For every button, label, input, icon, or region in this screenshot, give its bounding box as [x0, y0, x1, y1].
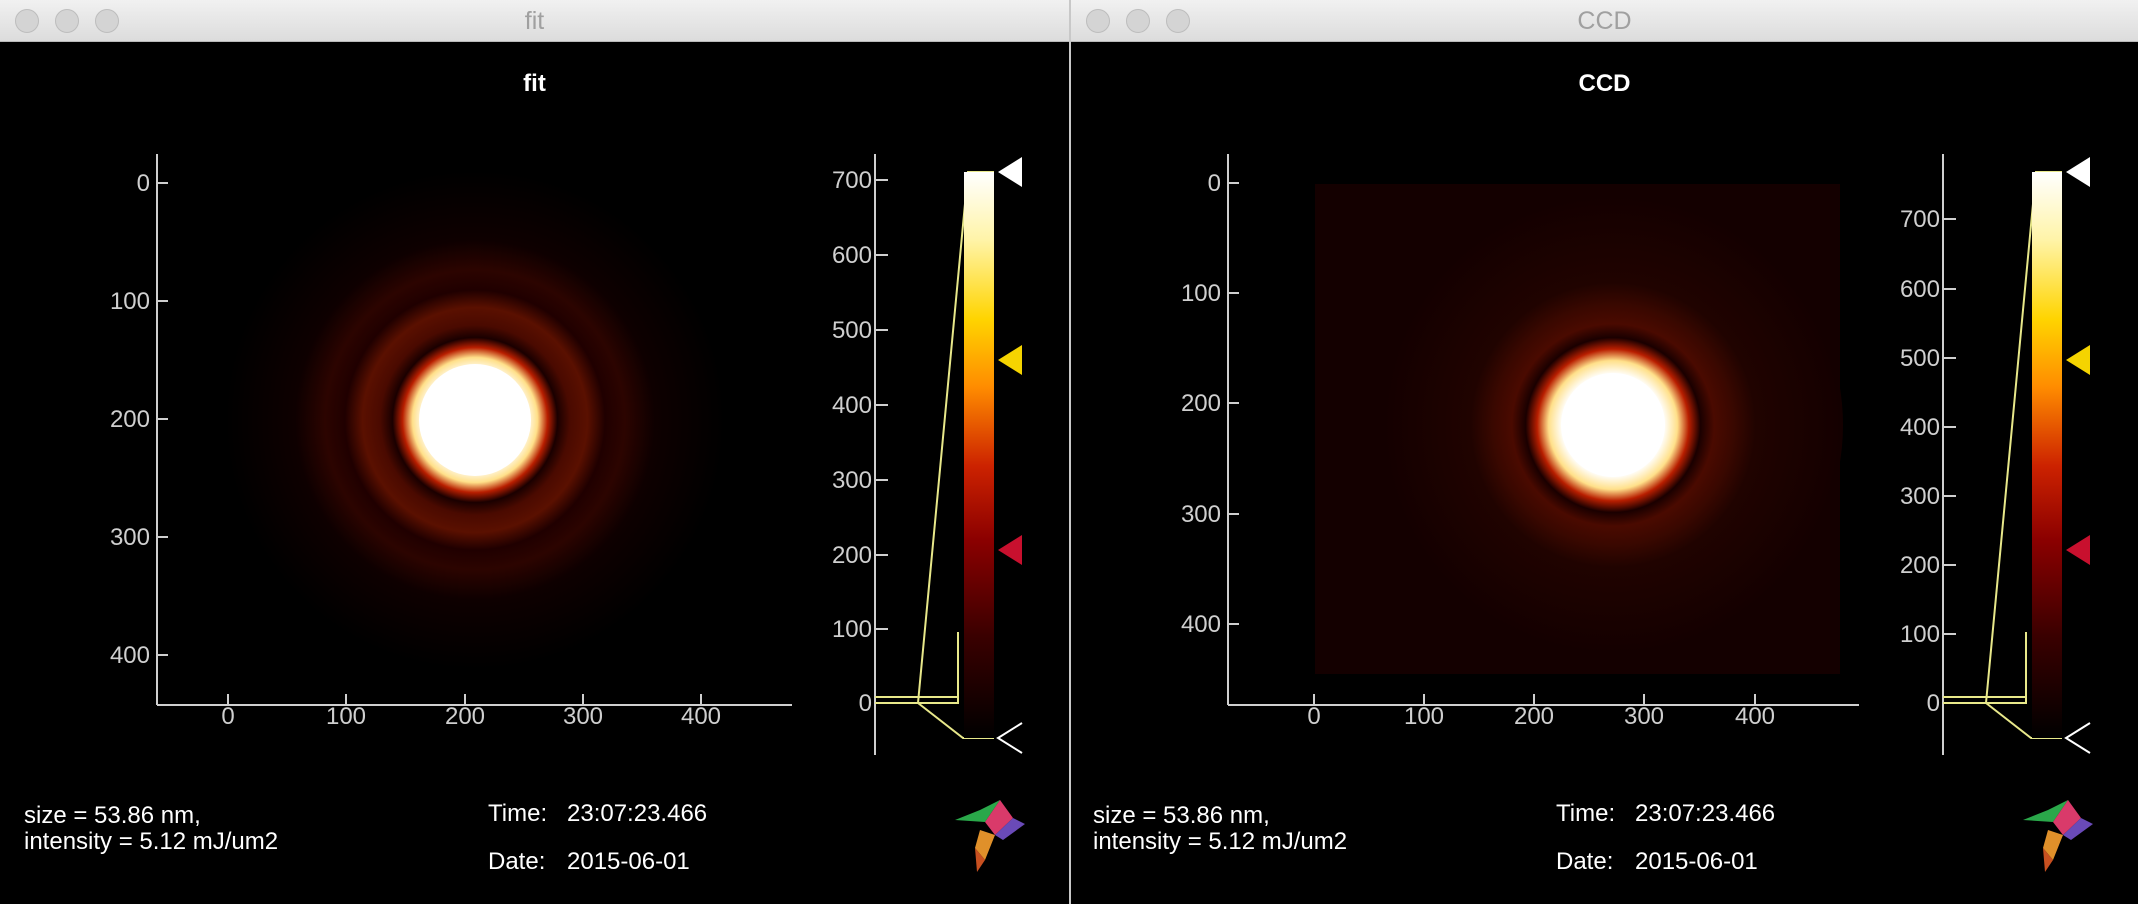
info-text: size = 53.86 nm, intensity = 5.12 mJ/um2	[24, 803, 278, 855]
x-tick-label: 200	[445, 703, 485, 730]
colorbar-tick-label: 100	[1900, 621, 1940, 648]
intensity-text: intensity = 5.12 mJ/um2	[24, 828, 279, 855]
y-tick-label: 300	[1181, 501, 1221, 528]
plot-canvas[interactable]: 0 100 200 300 400 0 100 200 300 400	[1071, 42, 2138, 904]
zoom-icon[interactable]	[95, 9, 119, 33]
colorbar-tick-label: 100	[832, 616, 872, 643]
colorbar-tick-label: 500	[832, 317, 872, 344]
colorbar-tick-label: 600	[832, 242, 872, 269]
min-level-marker[interactable]	[996, 722, 1023, 754]
x-tick-label: 0	[1307, 703, 1320, 730]
mid-level-marker[interactable]	[998, 345, 1022, 375]
histogram-line	[1943, 696, 2027, 704]
plot-title: CCD	[1578, 70, 1631, 97]
max-level-marker[interactable]	[998, 157, 1022, 187]
image-axes: 0 100 200 300 400 0 100 200 300 400	[1181, 154, 1859, 730]
window-ccd: CCD CCD	[1071, 0, 2138, 904]
colormap-bar[interactable]	[964, 172, 994, 738]
plot-canvas[interactable]: 0 100 200 300 400 0 100 200 300 400	[0, 42, 1069, 904]
x-tick-label: 100	[1404, 703, 1444, 730]
image-area[interactable]	[1315, 184, 1843, 674]
x-tick-label: 200	[1514, 703, 1554, 730]
colorbar[interactable]: 0 100 200 300 400 500 600 700	[832, 154, 1023, 755]
min-level-marker[interactable]	[2064, 722, 2091, 754]
date-value: 2015-06-01	[1635, 848, 1758, 875]
hummingbird-logo-icon	[955, 800, 1025, 872]
y-tick-label: 0	[1208, 170, 1221, 197]
x-tick-label: 400	[681, 703, 721, 730]
colorbar-tick-label: 700	[1900, 206, 1940, 233]
histogram-line	[875, 696, 959, 704]
minimize-icon[interactable]	[1126, 9, 1150, 33]
colorbar-tick-label: 0	[1927, 690, 1940, 717]
y-tick-label: 200	[1181, 390, 1221, 417]
y-tick-label: 300	[110, 524, 150, 551]
hummingbird-logo-icon	[2023, 800, 2093, 872]
max-level-marker[interactable]	[2066, 157, 2090, 187]
colorbar-tick-label: 200	[1900, 552, 1940, 579]
close-icon[interactable]	[15, 9, 39, 33]
close-icon[interactable]	[1086, 9, 1110, 33]
window-fit: fit fit	[0, 0, 1069, 904]
image-area[interactable]	[225, 170, 725, 670]
time-label: Time:	[488, 800, 548, 827]
date-label: Date:	[488, 848, 546, 875]
x-tick-label: 400	[1735, 703, 1775, 730]
low-level-marker[interactable]	[998, 535, 1022, 565]
y-tick-label: 200	[110, 406, 150, 433]
x-tick-label: 100	[326, 703, 366, 730]
zoom-icon[interactable]	[1166, 9, 1190, 33]
intensity-text: intensity = 5.12 mJ/um2	[1093, 828, 1348, 855]
colorbar-tick-label: 200	[832, 542, 872, 569]
central-spot	[1561, 373, 1665, 477]
date-label: Date:	[1556, 848, 1614, 875]
y-tick-label: 0	[137, 170, 150, 197]
mid-level-marker[interactable]	[2066, 345, 2090, 375]
y-tick-label: 100	[110, 288, 150, 315]
colorbar-tick-label: 400	[832, 392, 872, 419]
low-level-marker[interactable]	[2066, 535, 2090, 565]
y-tick-label: 400	[1181, 611, 1221, 638]
colorbar-tick-label: 300	[1900, 483, 1940, 510]
window-title: CCD	[1577, 7, 1632, 35]
x-tick-label: 300	[1624, 703, 1664, 730]
size-text: size = 53.86 nm,	[24, 802, 201, 829]
date-value: 2015-06-01	[567, 848, 690, 875]
titlebar: fit	[0, 0, 1069, 42]
time-value: 23:07:23.466	[1635, 800, 1776, 827]
image-axes: 0 100 200 300 400 0 100 200 300 400	[110, 154, 792, 730]
colorbar[interactable]: 0 100 200 300 400 500 600 700	[1900, 154, 2091, 755]
colorbar-tick-label: 600	[1900, 276, 1940, 303]
colorbar-tick-label: 500	[1900, 345, 1940, 372]
size-text: size = 53.86 nm,	[1093, 802, 1270, 829]
y-tick-label: 100	[1181, 280, 1221, 307]
colorbar-tick-label: 700	[832, 167, 872, 194]
x-tick-label: 300	[563, 703, 603, 730]
plot-title: fit	[523, 70, 546, 97]
minimize-icon[interactable]	[55, 9, 79, 33]
x-tick-label: 0	[221, 703, 234, 730]
time-value: 23:07:23.466	[567, 800, 708, 827]
time-label: Time:	[1556, 800, 1616, 827]
titlebar: CCD	[1071, 0, 2138, 42]
colorbar-tick-label: 0	[859, 690, 872, 717]
colorbar-tick-label: 300	[832, 467, 872, 494]
window-title: fit	[524, 7, 545, 35]
central-spot	[419, 364, 531, 476]
colormap-bar[interactable]	[2032, 172, 2062, 738]
colorbar-tick-label: 400	[1900, 414, 1940, 441]
info-text: size = 53.86 nm, intensity = 5.12 mJ/um2	[1093, 803, 1347, 855]
y-tick-label: 400	[110, 642, 150, 669]
